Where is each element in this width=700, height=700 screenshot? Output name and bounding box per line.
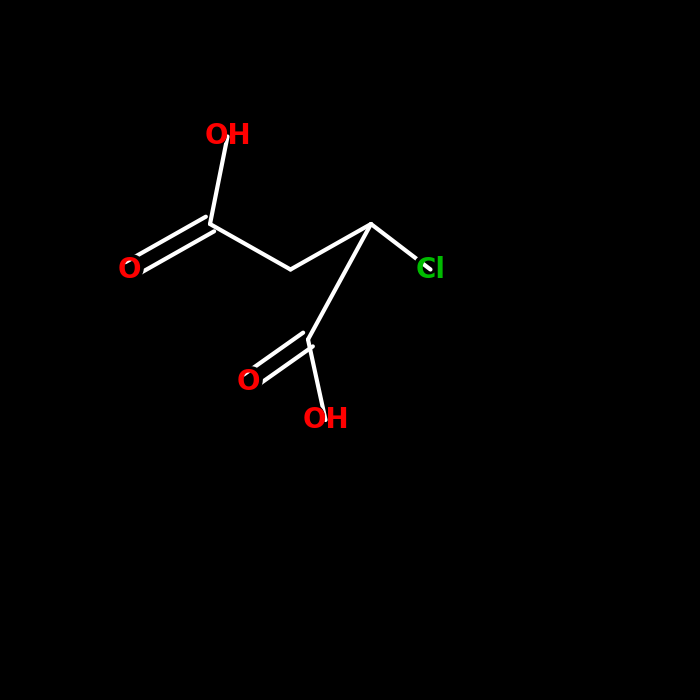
Text: OH: OH [197, 120, 258, 153]
Text: OH: OH [295, 403, 356, 437]
Text: O: O [118, 256, 141, 284]
Text: O: O [233, 365, 264, 398]
Text: Cl: Cl [416, 256, 445, 284]
Text: OH: OH [204, 122, 251, 150]
Text: O: O [114, 253, 145, 286]
Text: O: O [237, 368, 260, 395]
Text: Cl: Cl [411, 253, 450, 286]
Text: OH: OH [302, 406, 349, 434]
